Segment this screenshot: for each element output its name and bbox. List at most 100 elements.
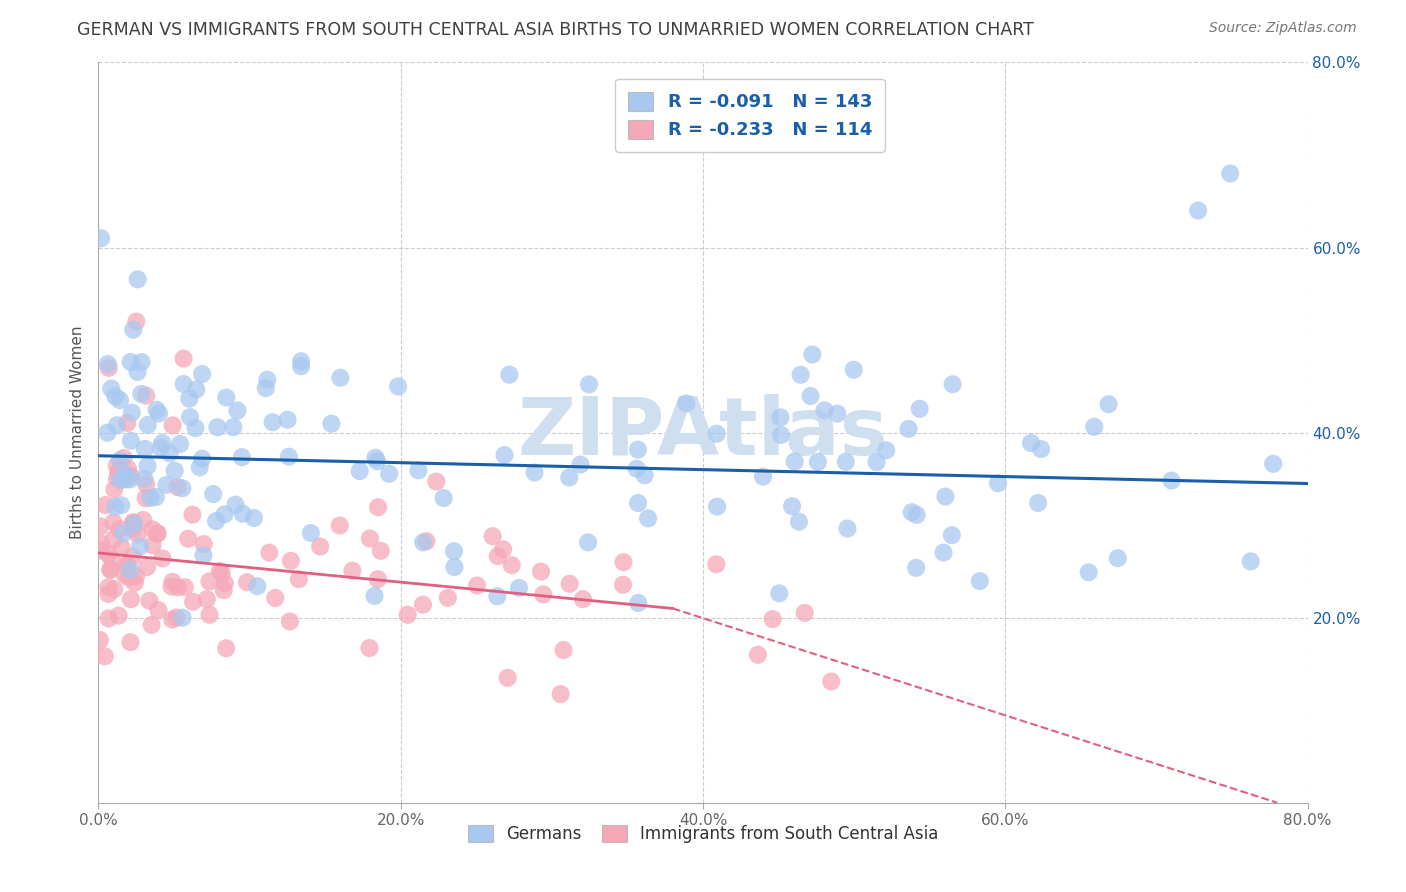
Point [706, 500, 728, 514]
Point [112, 450, 135, 465]
Point [627, 442, 650, 457]
Point [387, 379, 409, 393]
Point [492, 542, 515, 557]
Point [152, 551, 174, 566]
Point [501, 558, 523, 573]
Point [146, 526, 169, 541]
Point [1160, 474, 1182, 488]
Point [366, 454, 388, 468]
Point [108, 522, 131, 536]
Point [208, 564, 231, 578]
Point [97, 587, 120, 601]
Point [309, 540, 332, 554]
Point [117, 462, 139, 476]
Point [825, 407, 848, 421]
Point [207, 420, 229, 434]
Point [932, 545, 955, 559]
Point [173, 377, 195, 392]
Point [166, 480, 188, 494]
Point [103, 516, 125, 530]
Point [117, 558, 139, 573]
Point [1187, 203, 1209, 218]
Point [437, 591, 460, 605]
Point [494, 448, 516, 462]
Point [768, 586, 790, 600]
Point [97, 357, 120, 371]
Point [254, 381, 277, 395]
Point [612, 578, 634, 592]
Point [115, 558, 138, 573]
Point [364, 450, 387, 465]
Point [780, 500, 803, 514]
Point [177, 532, 200, 546]
Point [121, 522, 143, 536]
Point [122, 516, 145, 531]
Point [752, 469, 775, 483]
Point [148, 603, 170, 617]
Point [127, 527, 149, 541]
Point [789, 368, 811, 382]
Point [193, 549, 215, 563]
Point [98, 562, 121, 576]
Point [131, 387, 153, 401]
Point [231, 450, 253, 465]
Point [942, 377, 965, 392]
Point [90, 231, 112, 245]
Point [875, 443, 897, 458]
Point [264, 591, 287, 605]
Point [205, 514, 228, 528]
Point [179, 410, 201, 425]
Point [627, 596, 650, 610]
Point [558, 576, 581, 591]
Point [191, 451, 214, 466]
Point [770, 428, 793, 442]
Point [138, 593, 160, 607]
Point [141, 538, 163, 552]
Point [127, 365, 149, 379]
Point [443, 560, 465, 574]
Point [820, 674, 842, 689]
Point [107, 465, 129, 479]
Point [145, 490, 167, 504]
Point [256, 373, 278, 387]
Point [120, 563, 142, 577]
Point [277, 412, 299, 426]
Point [134, 442, 156, 456]
Point [188, 460, 211, 475]
Point [100, 563, 122, 577]
Point [905, 508, 928, 522]
Point [367, 500, 389, 515]
Point [370, 544, 392, 558]
Point [969, 574, 991, 588]
Point [155, 478, 177, 492]
Point [807, 455, 830, 469]
Point [278, 615, 301, 629]
Point [120, 434, 142, 448]
Point [100, 382, 122, 396]
Point [121, 406, 143, 420]
Point [342, 564, 364, 578]
Point [89, 632, 111, 647]
Point [121, 549, 143, 564]
Point [359, 532, 381, 546]
Point [163, 464, 186, 478]
Point [987, 476, 1010, 491]
Point [103, 582, 125, 596]
Point [259, 546, 281, 560]
Point [120, 469, 142, 483]
Point [486, 549, 509, 563]
Point [1026, 496, 1049, 510]
Point [769, 410, 792, 425]
Point [105, 458, 128, 473]
Legend: Germans, Immigrants from South Central Asia: Germans, Immigrants from South Central A… [461, 819, 945, 850]
Point [704, 558, 727, 572]
Point [135, 477, 157, 491]
Point [118, 570, 141, 584]
Point [97, 611, 120, 625]
Point [172, 610, 194, 624]
Point [172, 481, 194, 495]
Point [633, 468, 655, 483]
Point [408, 463, 430, 477]
Y-axis label: Births to Unmarried Women: Births to Unmarried Women [70, 326, 86, 540]
Point [160, 580, 183, 594]
